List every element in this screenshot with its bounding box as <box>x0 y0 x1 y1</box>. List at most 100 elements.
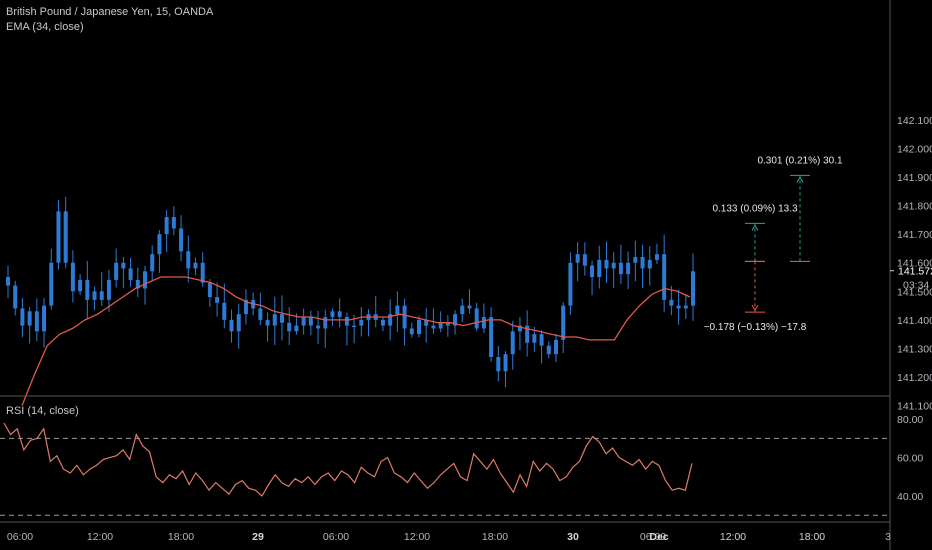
time-tick-label: 06:00 <box>640 531 666 543</box>
rsi-tick-label: 40.00 <box>897 491 923 503</box>
candle-body <box>222 302 227 320</box>
time-tick-label: 18:00 <box>168 531 194 543</box>
candle-body <box>171 217 176 229</box>
candle-body <box>78 279 83 292</box>
candle-body <box>388 314 393 326</box>
candle-body <box>517 325 522 332</box>
candle-body <box>409 328 414 335</box>
price-tick-label: 141.200 <box>897 372 932 384</box>
ema-legend[interactable]: EMA (34, close) <box>6 21 84 33</box>
measure-label: 0.133 (0.09%) 13.3 <box>712 203 797 214</box>
candle-body <box>611 262 616 269</box>
candle-body <box>474 308 479 329</box>
candle-body <box>121 262 126 269</box>
candle-body <box>63 211 68 263</box>
candle-body <box>582 254 587 266</box>
candle-body <box>597 259 602 278</box>
candle-body <box>647 259 652 269</box>
candle-body <box>179 228 184 252</box>
candle-body <box>49 262 54 306</box>
price-tick-label: 141.500 <box>897 286 932 298</box>
candle-body <box>164 217 169 235</box>
candle-body <box>337 311 342 318</box>
candle-body <box>626 262 631 275</box>
candle-body <box>344 317 349 326</box>
candle-body <box>568 262 573 306</box>
candle-body <box>56 211 61 263</box>
candle-body <box>207 282 212 298</box>
candle-body <box>6 277 10 286</box>
candle-body <box>99 291 104 300</box>
time-tick-label: 06:00 <box>323 531 349 543</box>
candle-body <box>215 297 220 303</box>
candle-body <box>157 234 162 255</box>
candle-body <box>20 308 25 326</box>
time-tick-label: 12:00 <box>87 531 113 543</box>
candle-body <box>539 334 544 346</box>
candle-body <box>662 254 667 300</box>
candle-body <box>453 314 458 326</box>
measurement-tools[interactable]: 0.301 (0.21%) 30.1 0.133 (0.09%) 13.3 −0.1… <box>704 155 843 333</box>
time-tick-label: Dec <box>649 531 668 543</box>
candle-body <box>323 317 328 329</box>
rsi-axis[interactable]: 80.00 60.00 40.00 <box>897 414 923 503</box>
time-axis[interactable]: 06:00 12:00 18:00 29 06:00 12:00 18:00 30 06:00 1… <box>7 531 891 543</box>
candle-body <box>561 305 566 340</box>
candle-body <box>135 279 140 289</box>
candle-body <box>352 325 357 328</box>
price-axis[interactable]: 142.100 142.000 141.900 141.800 141.700 141.6… <box>890 115 932 413</box>
candle-body <box>265 319 270 326</box>
candle-body <box>359 319 364 326</box>
candle-body <box>481 317 486 329</box>
rsi-tick-label: 60.00 <box>897 453 923 465</box>
candle-body <box>229 319 234 332</box>
time-tick-label: 12:00 <box>720 531 746 543</box>
candle-body <box>301 317 306 326</box>
candle-body <box>532 334 537 343</box>
time-tick-label: 29 <box>252 531 264 543</box>
rsi-polyline <box>3 422 693 497</box>
candle-body <box>272 314 277 326</box>
candle-body <box>27 311 32 326</box>
measure-label: −0.178 (−0.13%) −17.8 <box>704 322 807 333</box>
time-tick-label: 06:00 <box>7 531 33 543</box>
candle-body <box>280 314 284 323</box>
candle-body <box>186 251 191 269</box>
candle-body <box>424 319 429 326</box>
candle-body <box>395 305 400 315</box>
candle-body <box>70 262 75 292</box>
candle-body <box>114 262 119 280</box>
candle-body <box>554 339 558 355</box>
price-tick-label: 141.600 <box>897 258 932 270</box>
instrument-legend[interactable]: British Pound / Japanese Yen, 15, OANDA <box>6 6 214 18</box>
candle-body <box>590 265 595 278</box>
candle-body <box>258 308 263 320</box>
candle-body <box>546 345 551 355</box>
price-tick-label: 141.800 <box>897 201 932 213</box>
time-tick-label: 12:00 <box>720 531 746 543</box>
candle-body <box>604 259 609 269</box>
candle-body <box>316 325 321 329</box>
measure-arrow <box>751 304 759 312</box>
time-tick-label: 18:00 <box>482 531 508 543</box>
candle-body <box>42 305 47 332</box>
measure-label: 0.301 (0.21%) 30.1 <box>757 155 842 166</box>
candle-body <box>654 254 659 260</box>
rsi-legend[interactable]: RSI (14, close) <box>6 405 79 417</box>
price-tick-label: 141.300 <box>897 343 932 355</box>
price-tick-label: 141.400 <box>897 315 932 327</box>
candle-body <box>380 319 385 326</box>
time-tick-label: 18:00 <box>799 531 825 543</box>
candle-body <box>150 254 155 272</box>
chart-frame <box>0 0 891 550</box>
candle-body <box>525 325 530 343</box>
candle-body <box>438 322 443 329</box>
candle-body <box>143 271 147 289</box>
candle-body <box>193 262 198 269</box>
candle-body <box>467 305 472 309</box>
candle-body <box>575 254 580 263</box>
price-tick-label: 141.700 <box>897 229 932 241</box>
last-price-label: 141.572 <box>898 266 932 278</box>
ema-polyline <box>21 276 691 406</box>
